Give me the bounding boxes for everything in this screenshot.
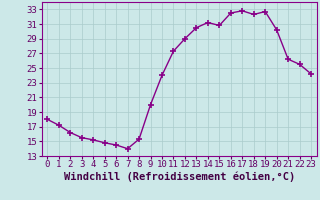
X-axis label: Windchill (Refroidissement éolien,°C): Windchill (Refroidissement éolien,°C) — [64, 172, 295, 182]
